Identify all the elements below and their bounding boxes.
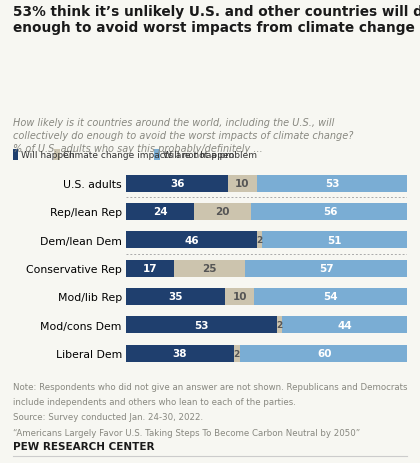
- Text: PEW RESEARCH CENTER: PEW RESEARCH CENTER: [13, 441, 154, 451]
- Text: 46: 46: [184, 235, 199, 245]
- Text: Note: Respondents who did not give an answer are not shown. Republicans and Demo: Note: Respondents who did not give an an…: [13, 382, 407, 391]
- Text: 56: 56: [323, 207, 338, 217]
- Bar: [254, 288, 407, 305]
- Bar: [282, 317, 407, 334]
- Text: 53: 53: [194, 320, 209, 330]
- Bar: [277, 317, 282, 334]
- Bar: [126, 232, 257, 249]
- Bar: [126, 288, 226, 305]
- Text: 20: 20: [215, 207, 230, 217]
- Text: 2: 2: [234, 349, 240, 358]
- Bar: [126, 203, 194, 220]
- Text: 2: 2: [257, 236, 263, 245]
- Bar: [126, 317, 277, 334]
- Text: 10: 10: [232, 292, 247, 302]
- Text: 54: 54: [323, 292, 338, 302]
- Text: 17: 17: [143, 263, 158, 274]
- Text: Source: Survey conducted Jan. 24-30, 2022.: Source: Survey conducted Jan. 24-30, 202…: [13, 413, 203, 421]
- Bar: [126, 260, 174, 277]
- Bar: [245, 260, 407, 277]
- Bar: [174, 260, 245, 277]
- Text: 24: 24: [153, 207, 168, 217]
- Bar: [194, 203, 251, 220]
- Text: How likely is it countries around the world, including the U.S., will
collective: How likely is it countries around the wo…: [13, 118, 353, 154]
- Bar: [228, 175, 257, 192]
- Text: Will happen: Will happen: [21, 150, 75, 160]
- Bar: [126, 175, 228, 192]
- Text: 53: 53: [325, 179, 339, 188]
- Text: 44: 44: [338, 320, 352, 330]
- Text: Climate change impacts are not a problem: Climate change impacts are not a problem: [63, 150, 257, 160]
- Bar: [262, 232, 407, 249]
- Text: “Americans Largely Favor U.S. Taking Steps To Become Carbon Neutral by 2050”: “Americans Largely Favor U.S. Taking Ste…: [13, 428, 360, 437]
- Bar: [234, 345, 240, 362]
- Text: 51: 51: [328, 235, 342, 245]
- Text: Will not happen: Will not happen: [163, 150, 234, 160]
- Text: include independents and others who lean to each of the parties.: include independents and others who lean…: [13, 397, 296, 406]
- Bar: [126, 345, 234, 362]
- Bar: [257, 232, 262, 249]
- Bar: [240, 345, 410, 362]
- Text: 60: 60: [318, 349, 332, 358]
- Text: 2: 2: [276, 321, 283, 330]
- Text: 10: 10: [235, 179, 250, 188]
- Text: 38: 38: [173, 349, 187, 358]
- Bar: [226, 288, 254, 305]
- Text: 53% think it’s unlikely U.S. and other countries will do
enough to avoid worst i: 53% think it’s unlikely U.S. and other c…: [13, 5, 420, 35]
- Text: 57: 57: [319, 263, 334, 274]
- Text: 25: 25: [202, 263, 217, 274]
- Text: 35: 35: [168, 292, 183, 302]
- Text: 36: 36: [170, 179, 184, 188]
- Bar: [257, 175, 407, 192]
- Bar: [251, 203, 410, 220]
